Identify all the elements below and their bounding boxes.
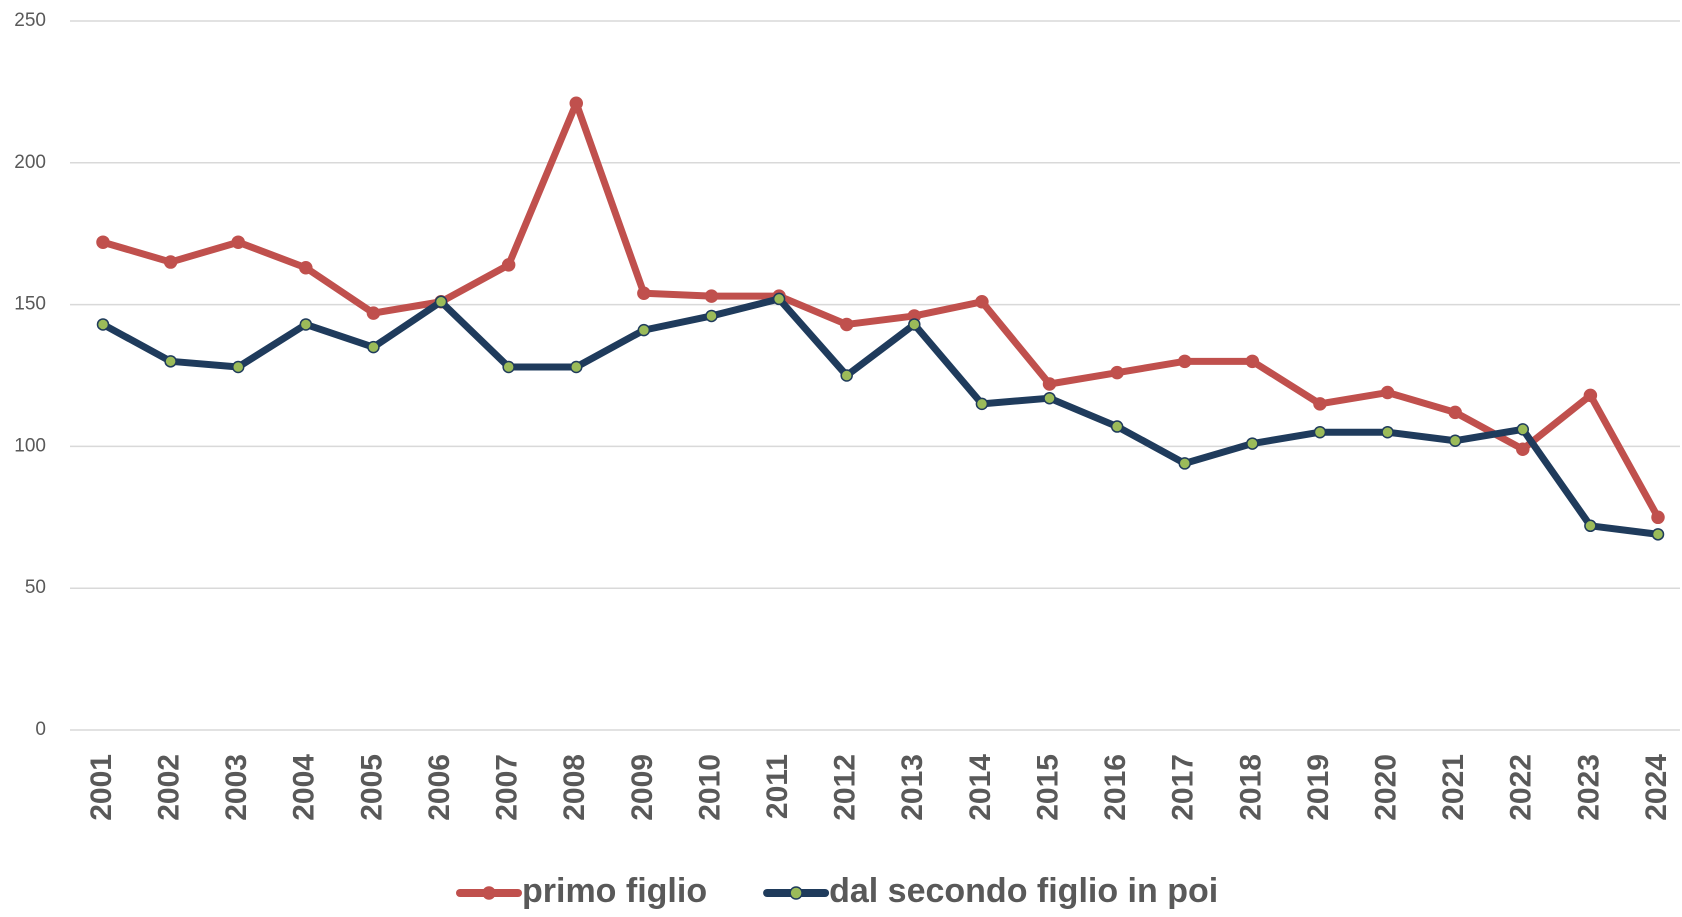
x-tick-label: 2014: [964, 754, 997, 821]
marker: [299, 318, 313, 331]
marker: [1583, 388, 1598, 403]
x-tick-label: 2005: [355, 754, 388, 821]
y-tick-label: 0: [35, 719, 46, 740]
marker: [1448, 434, 1462, 447]
marker: [1178, 457, 1191, 470]
marker: [164, 355, 177, 368]
x-tick-label: 2017: [1167, 754, 1200, 821]
marker: [840, 369, 853, 382]
marker: [1516, 423, 1530, 436]
marker: [637, 323, 651, 337]
legend-label: primo figlio: [522, 872, 707, 910]
marker: [1313, 397, 1327, 411]
marker: [908, 318, 921, 331]
marker: [1110, 365, 1124, 380]
x-tick-label: 2003: [220, 754, 253, 821]
x-tick-label: 2016: [1099, 754, 1132, 821]
marker: [1245, 354, 1260, 369]
marker: [163, 255, 178, 269]
x-tick-label: 2021: [1437, 754, 1470, 821]
marker: [975, 295, 989, 309]
marker: [1313, 425, 1327, 439]
legend-marker: [789, 886, 803, 900]
marker: [1246, 437, 1259, 450]
marker: [570, 360, 583, 374]
y-tick-label: 150: [14, 294, 46, 315]
marker: [366, 306, 381, 320]
y-tick-label: 50: [25, 577, 46, 598]
marker: [231, 360, 245, 374]
marker: [1584, 519, 1597, 533]
marker: [1651, 510, 1665, 525]
legend-item: dal secondo figlio in poi: [763, 872, 1218, 910]
x-tick-label: 2023: [1572, 754, 1605, 821]
marker: [569, 96, 584, 110]
marker: [1042, 377, 1057, 391]
x-tick-label: 2012: [829, 754, 862, 821]
x-tick-label: 2022: [1505, 754, 1538, 821]
marker: [1448, 405, 1462, 420]
x-tick-label: 2024: [1640, 754, 1673, 821]
marker: [1651, 528, 1665, 541]
marker: [1380, 385, 1395, 400]
marker: [1043, 391, 1056, 405]
x-tick-label: 2011: [761, 754, 794, 819]
marker: [96, 318, 110, 331]
marker: [1110, 420, 1124, 433]
legend-item: primo figlio: [456, 872, 707, 910]
x-tick-label: 2007: [491, 754, 524, 821]
marker: [367, 340, 380, 354]
x-tick-label: 2010: [693, 754, 726, 821]
series-line: [102, 99, 1662, 519]
x-tick-label: 2020: [1369, 754, 1402, 821]
legend-label: dal secondo figlio in poi: [829, 872, 1218, 910]
marker: [839, 317, 854, 332]
x-tick-label: 2018: [1234, 754, 1267, 821]
x-tick-label: 2015: [1031, 754, 1064, 821]
marker: [1381, 425, 1394, 439]
x-tick-label: 2001: [85, 754, 118, 821]
marker: [1516, 442, 1530, 456]
x-tick-label: 2008: [558, 754, 591, 821]
marker: [975, 397, 989, 411]
marker: [96, 235, 110, 249]
marker: [299, 260, 313, 275]
marker: [772, 292, 786, 306]
marker: [637, 286, 651, 301]
y-tick-label: 200: [14, 152, 46, 173]
marker: [502, 360, 515, 374]
marker: [1177, 354, 1192, 369]
marker: [434, 295, 448, 309]
x-tick-label: 2013: [896, 754, 929, 821]
y-tick-label: 250: [14, 10, 46, 31]
x-tick-label: 2009: [626, 754, 659, 821]
marker: [705, 309, 718, 323]
x-tick-label: 2004: [288, 754, 321, 821]
marker: [231, 235, 245, 249]
x-tick-label: 2006: [423, 754, 456, 821]
series-line: [101, 295, 1659, 538]
x-tick-label: 2019: [1302, 754, 1335, 821]
y-tick-label: 100: [14, 435, 46, 456]
marker: [704, 289, 719, 303]
x-tick-label: 2002: [153, 754, 186, 821]
marker: [501, 258, 516, 272]
legend-marker: [482, 886, 496, 900]
